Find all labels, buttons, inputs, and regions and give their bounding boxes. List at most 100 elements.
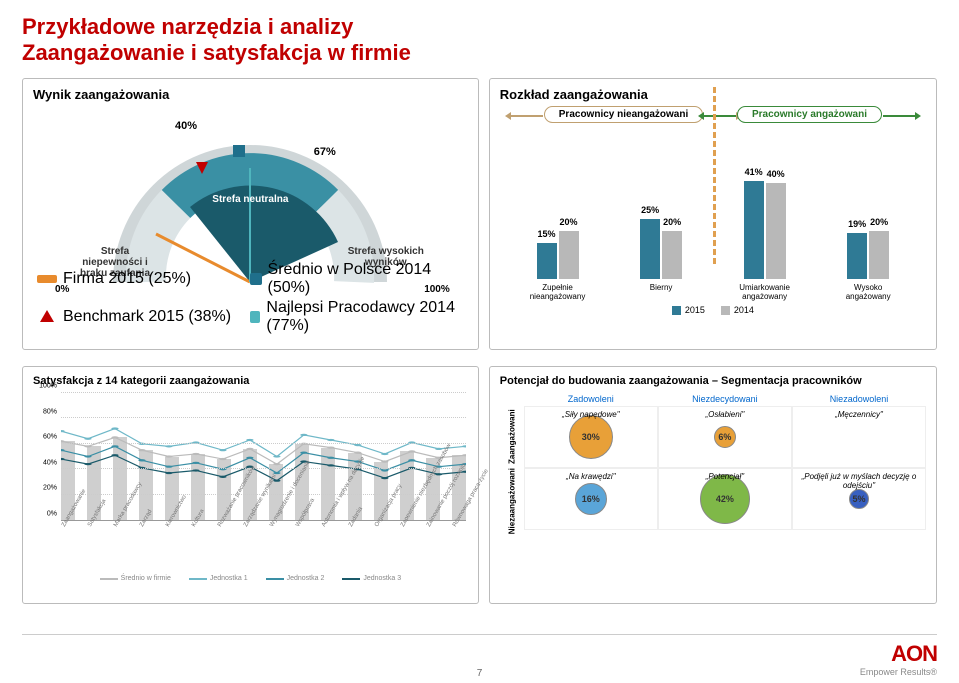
sat-marker [354,452,361,454]
sat-marker [300,452,307,454]
pot-cell-label: „Potencjał" [659,472,791,481]
pot-col-header: Niezadowoleni [792,392,926,406]
sat-marker [246,448,253,450]
sat-marker [435,448,442,450]
logo-tagline: Empower Results® [860,667,937,677]
sat-marker [219,458,226,460]
bar: 20% [662,231,682,279]
sat-ytick: 80% [43,408,57,415]
bar-value: 40% [767,169,785,179]
legend-swatch [342,578,360,580]
sat-marker [111,445,118,447]
dist-legend-item: 2014 [721,305,754,315]
pot-table: ZadowoleniNiezdecydowaniNiezadowoleni Za… [500,392,926,534]
gauge-panel: Wynik zaangażowania 40% 6 [22,78,479,350]
pill-left-text: Pracownicy nieangażowani [559,109,688,120]
bar-category: Wysoko angażowany [838,283,898,301]
pot-cell: „Potencjał"42% [658,468,792,530]
bar: 20% [869,231,889,279]
dist-category-labels: Zupełnie nieangażowany Bierny Umiarkowanie… [500,283,926,301]
sat-ytick: 100% [39,383,57,390]
title-line1: Przykładowe narzędzia i analizy [22,14,937,40]
bar-value: 20% [663,217,681,227]
legend-srednio-sym [250,273,261,285]
sat-marker [165,472,172,474]
legend-swatch [672,306,681,315]
legend-firma-sym [37,275,57,283]
sat-marker [273,455,280,457]
pot-cell-label: „Na krawędzi" [525,472,657,481]
bar: 15% [537,243,557,279]
pill-right: Pracownicy angażowani [737,106,882,123]
pot-cell: „Osłabieni" 6% [658,406,792,468]
pill-left: Pracownicy nieangażowani [544,106,703,123]
pot-cell-label: „Siły napędowe" [525,410,657,419]
footer-divider [22,634,937,635]
sat-marker [354,444,361,446]
sat-marker [300,434,307,436]
bar: 41% [744,181,764,279]
sat-chart: 0%20%40%60%80%100% ZaangażowanieSatysfak… [33,393,468,543]
sat-legend-item: Jednostka 2 [266,575,325,582]
bar-group: 19%20% [838,231,898,279]
pot-row: Niezaangażowani„Na krawędzi"16%„Potencja… [500,468,926,534]
pot-row: Zaangażowani„Siły napędowe"30% „Osłabieni… [500,406,926,468]
dist-legend-item: 2015 [672,305,705,315]
sat-gridline [61,417,466,418]
sat-marker [165,455,172,457]
sat-marker [219,476,226,478]
sat-marker [327,446,334,448]
sat-marker [84,438,91,440]
legend-firma: Firma 2015 (25%) [63,270,191,288]
bar-value: 20% [560,217,578,227]
pot-bubble: 5% [849,489,869,509]
sat-marker [111,454,118,456]
bar-value: 15% [538,229,556,239]
legend-benchmark: Benchmark 2015 (38%) [63,308,231,326]
sat-marker [192,469,199,471]
bar: 20% [559,231,579,279]
pot-cell-label: „Osłabieni" [659,410,791,419]
dist-legend: 2015 2014 [500,305,926,315]
bar-group: 41%40% [735,181,795,279]
legend-swatch [266,578,284,580]
legend-benchmark-sym [37,313,57,321]
bar-value: 25% [641,205,659,215]
pot-cell-label: „Męczennicy" [793,410,925,419]
bar-value: 19% [848,219,866,229]
sat-marker [327,457,334,459]
legend-swatch [100,578,118,580]
sat-marker [408,459,415,461]
bar: 25% [640,219,660,279]
gauge-center-value: 67% [314,146,336,158]
sat-gridline [61,468,466,469]
bar-group: 25%20% [631,219,691,279]
sat-marker [327,439,334,441]
sat-marker [138,449,145,451]
bar-group: 15%20% [528,231,588,279]
sat-marker [327,464,334,466]
bar-category: Umiarkowanie angażowany [735,283,795,301]
pot-col-header: Niezdecydowani [658,392,792,406]
sat-gridline [61,443,466,444]
title-line2: Zaangażowanie i satysfakcja w firmie [22,40,937,66]
sat-marker [219,449,226,451]
sat-ytick: 40% [43,459,57,466]
sat-marker [192,453,199,455]
sat-ytick: 20% [43,485,57,492]
sat-marker [84,455,91,457]
pot-title: Potencjał do budowania zaangażowania – S… [500,375,926,388]
sat-marker [165,445,172,447]
pot-bubble: 6% [714,426,736,448]
pot-col-header: Zadowoleni [524,392,658,406]
bar-category: Zupełnie nieangażowany [528,283,588,301]
bar-category: Bierny [631,283,691,301]
gauge-chart: 40% 67% Strefa neutralna Strefa niepewno… [33,106,468,336]
pot-row-label: Zaangażowani [500,406,524,468]
pot-cell: „Podjęli już w myślach decyzję o odejści… [792,468,926,530]
sat-marker [246,457,253,459]
pot-bubble: 30% [569,415,613,459]
bar: 19% [847,233,867,279]
sat-marker [246,439,253,441]
sat-xlabel: Równowaga praca-życie [452,513,478,536]
